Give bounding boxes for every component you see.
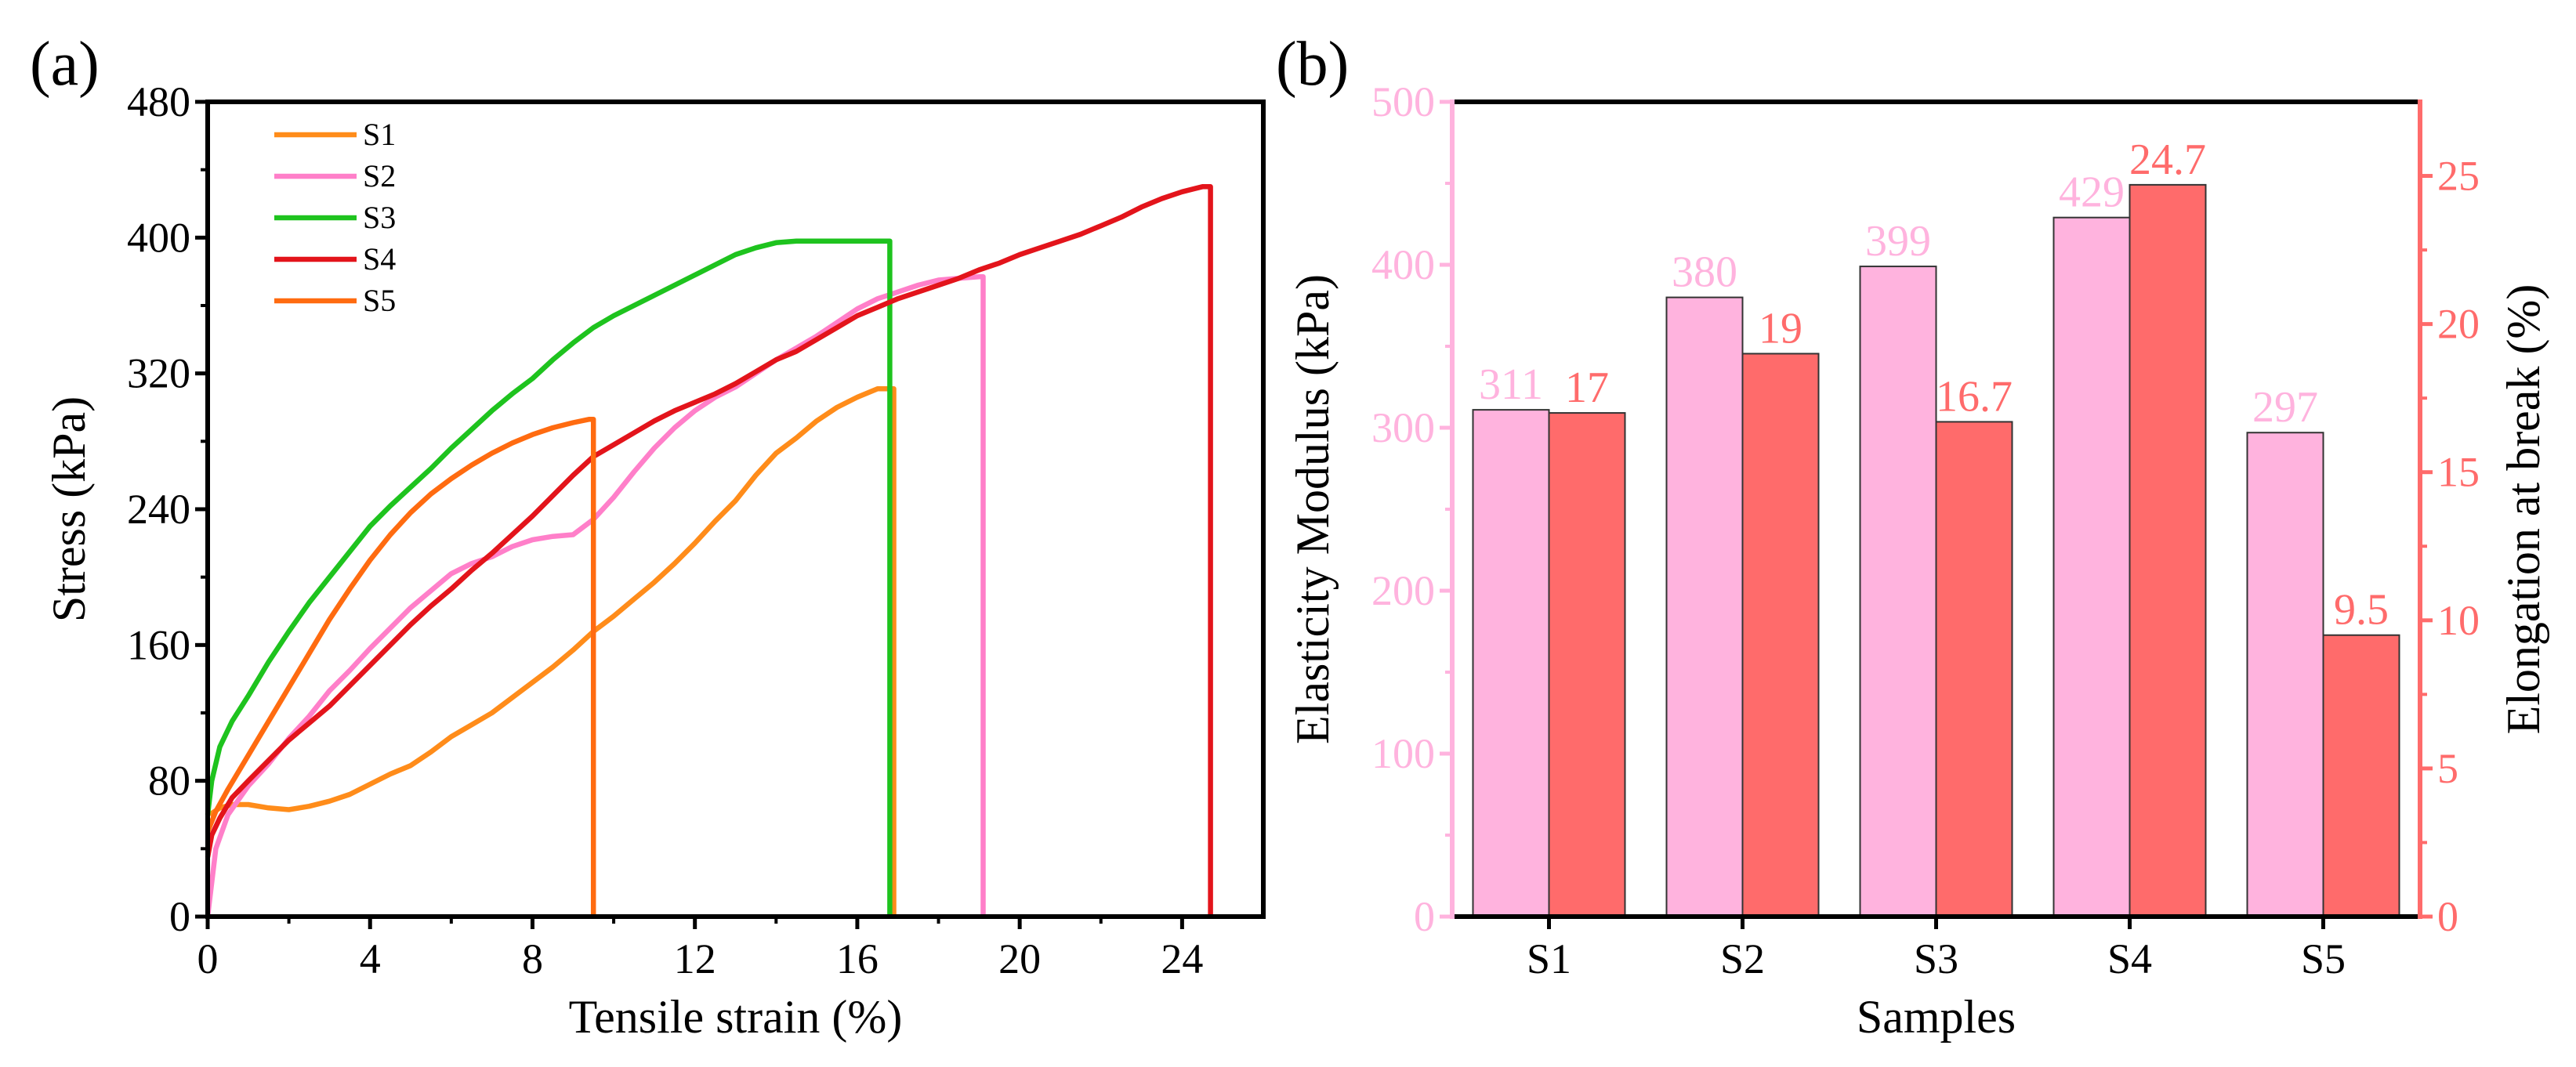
bar-elongation-s1 (1548, 412, 1626, 917)
data-label-modulus-s4: 429 (2059, 168, 2125, 217)
data-label-elongation-s4: 24.7 (2129, 136, 2206, 184)
y-tick-label: 240 (127, 486, 190, 533)
data-label-elongation-s5: 9.5 (2334, 586, 2389, 635)
data-label-modulus-s3: 399 (1865, 217, 1931, 266)
data-label-modulus-s2: 380 (1672, 248, 1737, 297)
y-tick-label: 160 (127, 621, 190, 668)
legend-label-s1: S1 (363, 117, 396, 152)
y-tick-label: 480 (127, 78, 190, 125)
legend-label-s4: S4 (363, 241, 396, 277)
y-right-tick-label: 10 (2437, 597, 2480, 644)
x-tick-label: 12 (674, 935, 716, 982)
y-tick-label: 80 (148, 758, 190, 805)
x-tick-label: S5 (2301, 935, 2346, 982)
x-tick-label: 0 (197, 935, 219, 982)
panel-label-a: (a) (30, 30, 100, 99)
y-right-tick-label: 20 (2437, 301, 2480, 348)
y-right-tick-label: 0 (2437, 893, 2458, 940)
y-tick-label: 320 (127, 350, 190, 397)
y-tick-label: 0 (169, 893, 190, 940)
y-left-tick-label: 0 (1414, 893, 1435, 940)
bar-elongation-s2 (1741, 353, 1820, 918)
series-line-s4 (205, 184, 1213, 917)
y-right-tick-label: 25 (2437, 153, 2480, 200)
x-axis-label: Tensile strain (%) (569, 991, 903, 1043)
x-tick-label: 20 (998, 935, 1041, 982)
y-left-tick-label: 400 (1371, 241, 1435, 288)
bar-elongation-s5 (2322, 634, 2400, 918)
y-left-axis-label: Elasticity Modulus (kPa) (1287, 274, 1339, 744)
panel-label-b: (b) (1276, 30, 1349, 99)
x-tick-label: S3 (1914, 935, 1958, 982)
bar-modulus-s1 (1472, 409, 1550, 917)
series-line-s5 (205, 416, 596, 917)
y-right-tick-label: 15 (2437, 449, 2480, 496)
y-left-tick-label: 500 (1371, 78, 1435, 125)
data-label-modulus-s1: 311 (1479, 360, 1543, 409)
data-label-elongation-s1: 17 (1565, 364, 1609, 412)
data-label-modulus-s5: 297 (2252, 383, 2318, 432)
x-tick-label: 16 (836, 935, 879, 982)
bar-modulus-s5 (2246, 432, 2324, 917)
legend-label-s3: S3 (363, 200, 396, 235)
y-left-tick-label: 300 (1371, 404, 1435, 451)
data-label-elongation-s2: 19 (1759, 304, 1802, 353)
legend-label-s5: S5 (363, 283, 396, 318)
x-tick-label: S1 (1527, 935, 1571, 982)
y-tick-label: 400 (127, 214, 190, 261)
series-line-s1 (208, 385, 897, 917)
y-left-tick-label: 200 (1371, 567, 1435, 614)
bar-modulus-s2 (1665, 296, 1744, 918)
x-tick-label: S2 (1720, 935, 1765, 982)
x-tick-label: S4 (2107, 935, 2152, 982)
data-label-elongation-s3: 16.7 (1936, 372, 2013, 421)
y-axis-label: Stress (kPa) (43, 396, 95, 622)
x-axis-label: Samples (1857, 991, 2016, 1043)
y-right-tick-label: 5 (2437, 745, 2458, 792)
bar-modulus-s4 (2052, 216, 2131, 917)
x-tick-label: 4 (360, 935, 381, 982)
series-line-s2 (205, 273, 986, 917)
x-tick-label: 8 (522, 935, 543, 982)
bar-elongation-s4 (2129, 183, 2207, 917)
panel-a-stress-strain: (a)0 4 8 12 16 20 24080160240320400480Tensile … (30, 30, 1266, 1043)
bar-elongation-s3 (1935, 421, 2013, 917)
y-right-axis-label: Elongation at break (%) (2498, 284, 2549, 735)
legend-label-s2: S2 (363, 158, 396, 194)
bar-modulus-s3 (1859, 266, 1937, 917)
y-left-tick-label: 100 (1371, 730, 1435, 777)
x-tick-label: 24 (1161, 935, 1203, 982)
series-line-s3 (205, 238, 893, 917)
